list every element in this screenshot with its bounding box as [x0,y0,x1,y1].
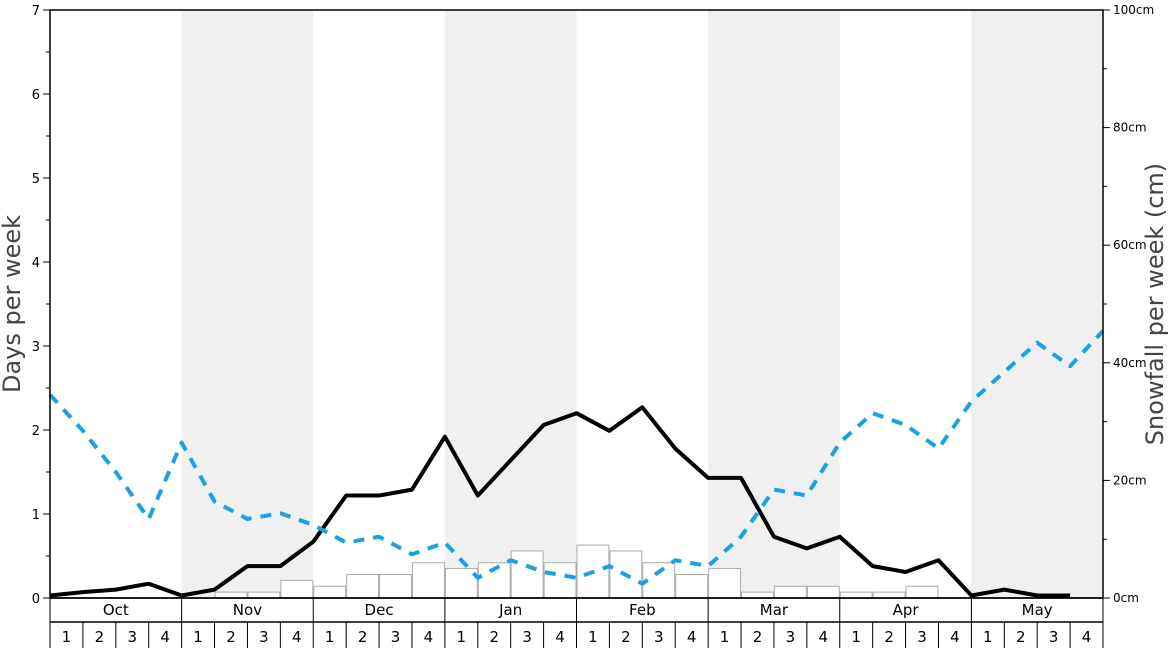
week-label: 4 [160,628,170,646]
right-tick-label: 60cm [1113,238,1147,252]
month-axis: Oct Nov Dec Jan Feb Mar Apr May [49,597,1104,623]
left-tick-label: 2 [32,424,40,439]
week-label: 1 [851,628,861,646]
week-label: 2 [226,628,236,646]
snowfall-bars [214,544,939,599]
right-axis-title: Snowfall per week (cm) [1141,163,1168,445]
week-label: 1 [983,628,993,646]
month-label-mar: Mar [760,601,789,619]
week-label: 4 [555,628,565,646]
left-tick-label: 5 [32,172,40,187]
dashed-series-line [48,329,1105,586]
shade-mar [708,10,840,598]
right-tick-label: 40cm [1113,356,1147,370]
left-tick-label: 6 [32,88,40,103]
right-axis: 0cm 20cm 40cm 60cm 80cm 100cm [1103,3,1154,605]
month-label-jan: Jan [498,601,522,619]
week-label: 3 [391,628,401,646]
week-label: 1 [457,628,467,646]
left-axis: 0 1 2 3 4 5 6 7 [32,4,50,607]
snowfall-bar [905,585,939,599]
week-label: 2 [1016,628,1026,646]
month-label-may: May [1022,601,1053,619]
month-label-nov: Nov [233,601,262,619]
week-label: 4 [292,628,302,646]
month-label-oct: Oct [103,601,129,619]
week-label: 3 [786,628,796,646]
snowfall-bar [444,568,478,599]
week-label: 1 [62,628,72,646]
snowfall-bar [313,585,347,599]
week-label: 2 [489,628,499,646]
right-tick-label: 100cm [1113,3,1154,17]
week-axis: 1 2 3 4 1 2 3 4 1 2 3 4 1 2 3 4 1 2 3 4 1 2 3 4 1 2 3 4 1 2 3 4 [49,622,1104,648]
snowfall-bar [839,591,873,599]
left-tick-label: 0 [32,592,40,607]
series-lines [48,329,1105,598]
week-label: 1 [720,628,730,646]
week-label: 3 [127,628,137,646]
snowfall-bar [872,591,906,599]
week-label: 1 [325,628,335,646]
month-label-feb: Feb [629,601,656,619]
week-label: 3 [522,628,532,646]
week-label: 2 [884,628,894,646]
snowfall-bar [675,573,709,599]
week-label: 4 [819,628,829,646]
snowfall-bar [346,573,380,599]
week-label: 4 [1082,628,1092,646]
snowfall-bar [543,562,577,599]
week-label: 4 [950,628,960,646]
week-label: 4 [687,628,697,646]
snowfall-bar [477,562,511,599]
week-label: 4 [424,628,434,646]
week-label: 3 [654,628,664,646]
snowfall-bar [247,591,281,599]
week-label: 1 [193,628,203,646]
snowfall-bar [642,562,676,599]
right-tick-label: 80cm [1113,121,1147,135]
snowfall-bar [411,562,445,599]
week-label: 2 [358,628,368,646]
left-tick-label: 4 [32,256,40,271]
right-tick-label: 20cm [1113,473,1147,487]
snowfall-bar [214,591,248,599]
snowfall-bar [741,591,774,599]
shade-jan [444,10,577,598]
month-label-dec: Dec [365,601,394,619]
week-label: 2 [753,628,763,646]
snowfall-bar [379,573,412,599]
snowfall-bar [280,579,314,599]
right-tick-label: 0cm [1113,591,1139,605]
left-tick-label: 1 [32,508,40,523]
month-label-apr: Apr [893,601,920,619]
week-label: 2 [621,628,631,646]
week-label: 3 [259,628,269,646]
week-label: 3 [1049,628,1059,646]
left-axis-title: Days per week [0,215,26,393]
snowfall-bar [708,568,742,599]
month-shading [181,10,1103,598]
shade-may [971,10,1103,598]
solid-series-line [49,405,1071,598]
snowfall-bar [773,585,807,599]
left-tick-label: 7 [32,4,40,19]
left-tick-label: 3 [32,340,40,355]
snowfall-bar [806,585,840,599]
week-label: 1 [588,628,598,646]
week-label: 2 [95,628,105,646]
week-label: 3 [917,628,927,646]
snowfall-bar [510,550,544,599]
shade-nov [181,10,314,598]
